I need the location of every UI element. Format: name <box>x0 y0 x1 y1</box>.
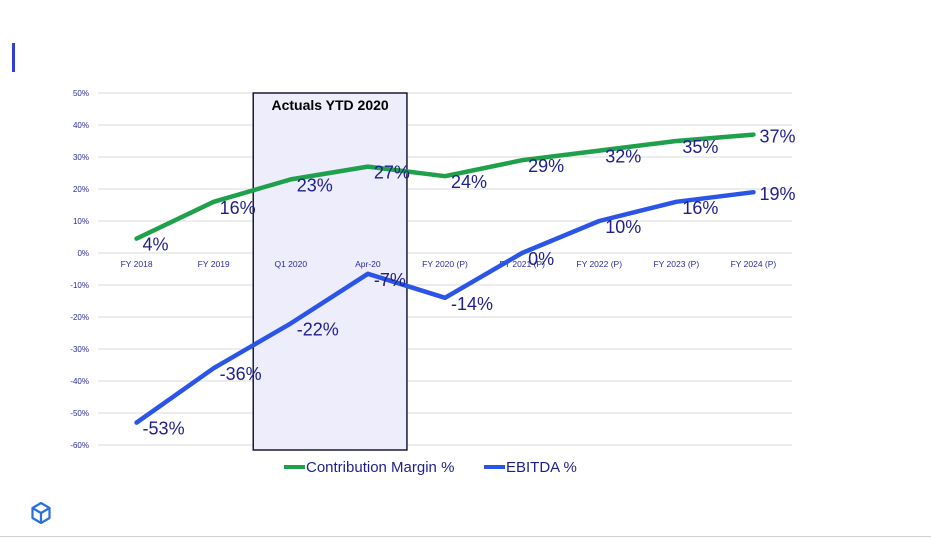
y-tick-label: -50% <box>70 409 89 418</box>
x-axis: FY 2018 FY 2019 Q1 2020 Apr-20 FY 2020 (P) FY… <box>121 259 777 269</box>
data-label: 24% <box>451 172 487 192</box>
data-label: 32% <box>605 147 641 167</box>
y-tick-label: 30% <box>73 153 89 162</box>
x-tick-label: FY 2024 (P) <box>731 259 777 269</box>
data-label: 4% <box>143 235 169 255</box>
y-tick-label: -40% <box>70 377 89 386</box>
x-tick-label: FY 2021 (P) <box>499 259 545 269</box>
gridlines <box>98 92 792 446</box>
y-tick-label: -60% <box>70 441 89 450</box>
cube-logo-icon[interactable] <box>31 502 51 524</box>
y-tick-label: -20% <box>70 313 89 322</box>
y-tick-label: 40% <box>73 121 89 130</box>
x-tick-label: FY 2018 <box>121 259 153 269</box>
x-tick-label: FY 2020 (P) <box>422 259 468 269</box>
y-tick-label: 50% <box>73 89 89 98</box>
data-label: 23% <box>297 175 333 195</box>
data-label: 16% <box>220 198 256 218</box>
series-line-1 <box>134 189 756 425</box>
x-tick-label: FY 2022 (P) <box>576 259 622 269</box>
accent-bar <box>12 43 15 72</box>
data-label: 10% <box>605 217 641 237</box>
data-label: 35% <box>682 137 718 157</box>
data-labels: 4% 16% 23% 27% 24% 29% 32% 35% 37% -53% -36% -22% -7… <box>143 127 796 439</box>
y-axis: 50% 40% 30% 20% 10% 0% -10% -20% -30% -40% -50% -60… <box>70 89 89 450</box>
x-tick-label: Apr-20 <box>355 259 381 269</box>
actuals-box-title: Actuals YTD 2020 <box>271 97 388 113</box>
footer-rule <box>0 536 931 537</box>
data-label: 19% <box>759 184 795 204</box>
y-tick-label: -30% <box>70 345 89 354</box>
x-tick-label: Q1 2020 <box>274 259 307 269</box>
data-label: -36% <box>220 364 262 384</box>
data-label: -22% <box>297 319 339 339</box>
data-label: 16% <box>682 198 718 218</box>
legend-label: Contribution Margin % <box>306 459 454 476</box>
data-label: -53% <box>143 419 185 439</box>
series-lines <box>134 132 756 425</box>
data-label: -14% <box>451 294 493 314</box>
x-tick-label: FY 2023 (P) <box>653 259 699 269</box>
x-tick-label: FY 2019 <box>198 259 230 269</box>
y-tick-label: 0% <box>77 249 89 258</box>
legend-label: EBITDA % <box>506 459 577 476</box>
legend: Contribution Margin % EBITDA % <box>284 459 577 476</box>
data-label: 0% <box>528 249 554 269</box>
data-label: 37% <box>759 127 795 147</box>
y-tick-label: 10% <box>73 217 89 226</box>
data-label: 29% <box>528 156 564 176</box>
y-tick-label: 20% <box>73 185 89 194</box>
actuals-box <box>252 92 408 451</box>
y-tick-label: -10% <box>70 281 89 290</box>
data-label: -7% <box>374 270 406 290</box>
annotation-box: Actuals YTD 2020 <box>252 92 408 451</box>
series-line-0 <box>134 132 756 241</box>
data-label: 27% <box>374 163 410 183</box>
